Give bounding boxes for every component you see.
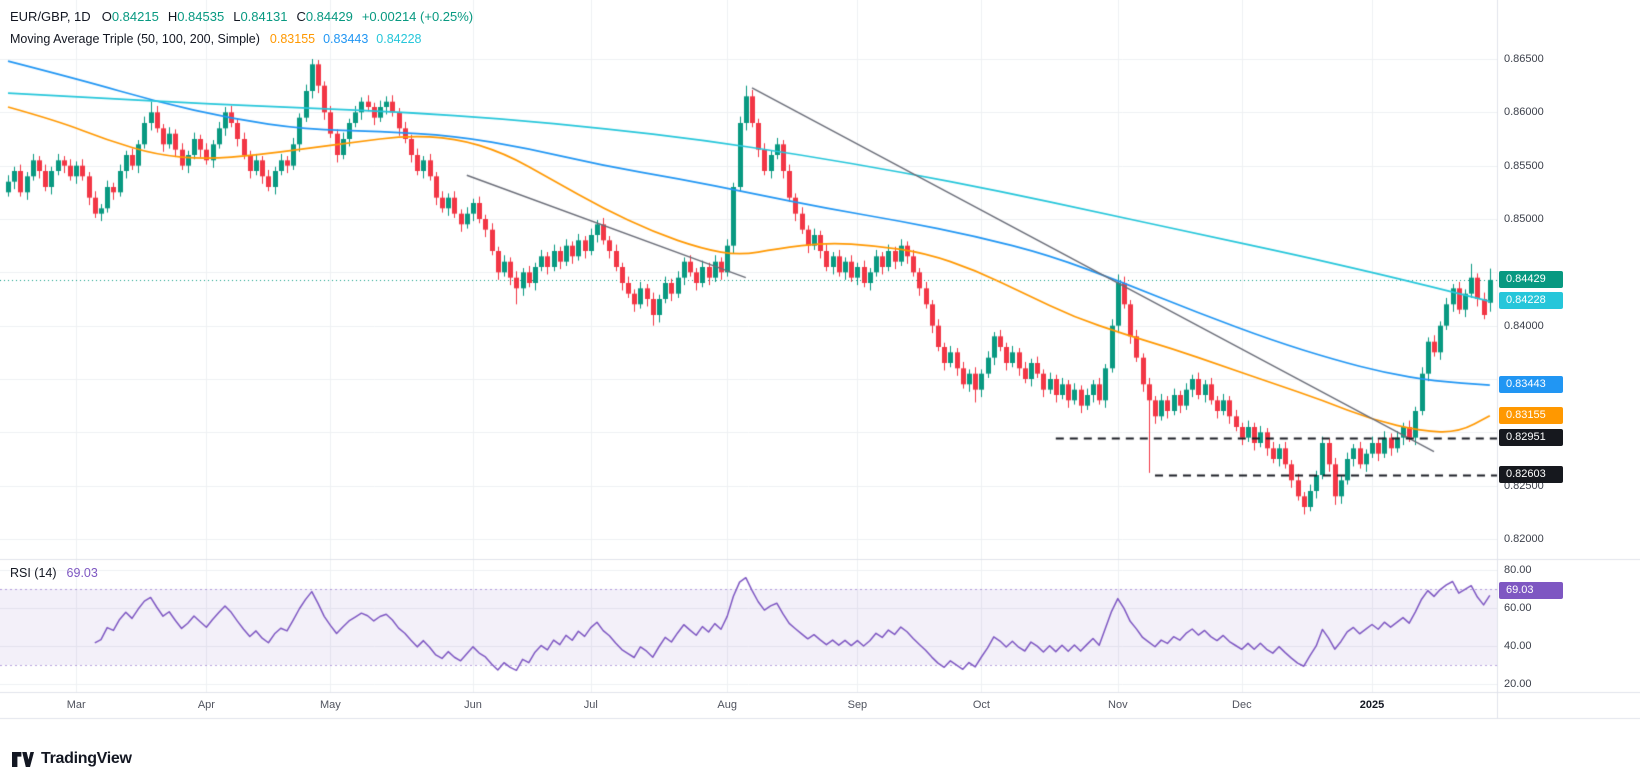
ohlc-close: C0.84429 xyxy=(296,9,352,24)
rsi-axis-label: 40.00 xyxy=(1504,640,1532,652)
time-axis-label: Oct xyxy=(972,699,990,711)
ohlc-low: L0.84131 xyxy=(233,9,287,24)
low-label: L xyxy=(233,9,241,24)
ma100-value: 0.83443 xyxy=(323,32,369,46)
time-axis-label: Mar xyxy=(66,699,86,711)
rsi-axis-label: 20.00 xyxy=(1504,678,1532,690)
price-axis-label: 0.82000 xyxy=(1504,533,1544,545)
time-axis-label: Apr xyxy=(197,699,215,711)
symbol-legend: EUR/GBP, 1D O0.84215 H0.84535 L0.84131 C… xyxy=(10,9,473,24)
ma200-value: 0.84228 xyxy=(376,32,422,46)
close-value: 0.84429 xyxy=(305,9,353,24)
ma-indicator-legend: Moving Average Triple (50, 100, 200, Sim… xyxy=(10,32,429,46)
ma200-price-badge: 0.84228 xyxy=(1499,292,1563,310)
ohlc-high: H0.84535 xyxy=(168,9,224,24)
low-value: 0.84131 xyxy=(240,9,288,24)
rsi-title[interactable]: RSI (14) xyxy=(10,566,57,580)
high-value: 0.84535 xyxy=(177,9,225,24)
time-axis-label: Sep xyxy=(847,699,868,711)
rsi-legend: RSI (14) 69.03 xyxy=(10,566,98,580)
tradingview-icon xyxy=(12,751,34,767)
tradingview-logo[interactable]: TradingView xyxy=(12,750,132,768)
time-axis-label: 2025 xyxy=(1359,699,1385,711)
tradingview-wordmark: TradingView xyxy=(41,750,132,767)
time-axis-label: Jun xyxy=(464,699,482,711)
ma50-price-badge: 0.83155 xyxy=(1499,406,1563,424)
open-label: O xyxy=(101,9,112,24)
price-axis-label: 0.85500 xyxy=(1504,159,1544,172)
symbol-title[interactable]: EUR/GBP, 1D xyxy=(10,9,91,24)
rsi-axis-label: 80.00 xyxy=(1504,564,1532,576)
rsi-value: 69.03 xyxy=(66,566,98,580)
close-label: C xyxy=(296,9,306,24)
ohlc-open: O0.84215 xyxy=(102,9,159,24)
time-axis-label: Aug xyxy=(717,699,737,711)
support-level-badge: 0.82603 xyxy=(1499,465,1563,483)
open-value: 0.84215 xyxy=(111,9,159,24)
time-axis-label: Jul xyxy=(583,699,598,711)
high-label: H xyxy=(167,9,178,24)
price-axis-label: 0.85000 xyxy=(1504,213,1544,225)
change-value: +0.00214 (+0.25%) xyxy=(361,9,474,24)
ma50-value: 0.83155 xyxy=(269,32,316,46)
price-axis-label: 0.86500 xyxy=(1504,53,1544,65)
ma-indicator-title[interactable]: Moving Average Triple (50, 100, 200, Sim… xyxy=(10,32,260,46)
ma100-price-badge: 0.83443 xyxy=(1499,376,1563,394)
price-axis-label: 0.84000 xyxy=(1504,319,1544,332)
rsi-value-badge: 69.03 xyxy=(1499,581,1563,599)
rsi-axis-label: 60.00 xyxy=(1504,602,1532,614)
time-axis-label: Nov xyxy=(1108,699,1128,711)
time-axis-label: May xyxy=(320,699,341,711)
last-price-badge: 0.84429 xyxy=(1499,270,1563,288)
price-axis-label: 0.86000 xyxy=(1504,106,1544,119)
support-level-badge: 0.82951 xyxy=(1499,428,1563,446)
time-axis-label: Dec xyxy=(1232,699,1252,711)
